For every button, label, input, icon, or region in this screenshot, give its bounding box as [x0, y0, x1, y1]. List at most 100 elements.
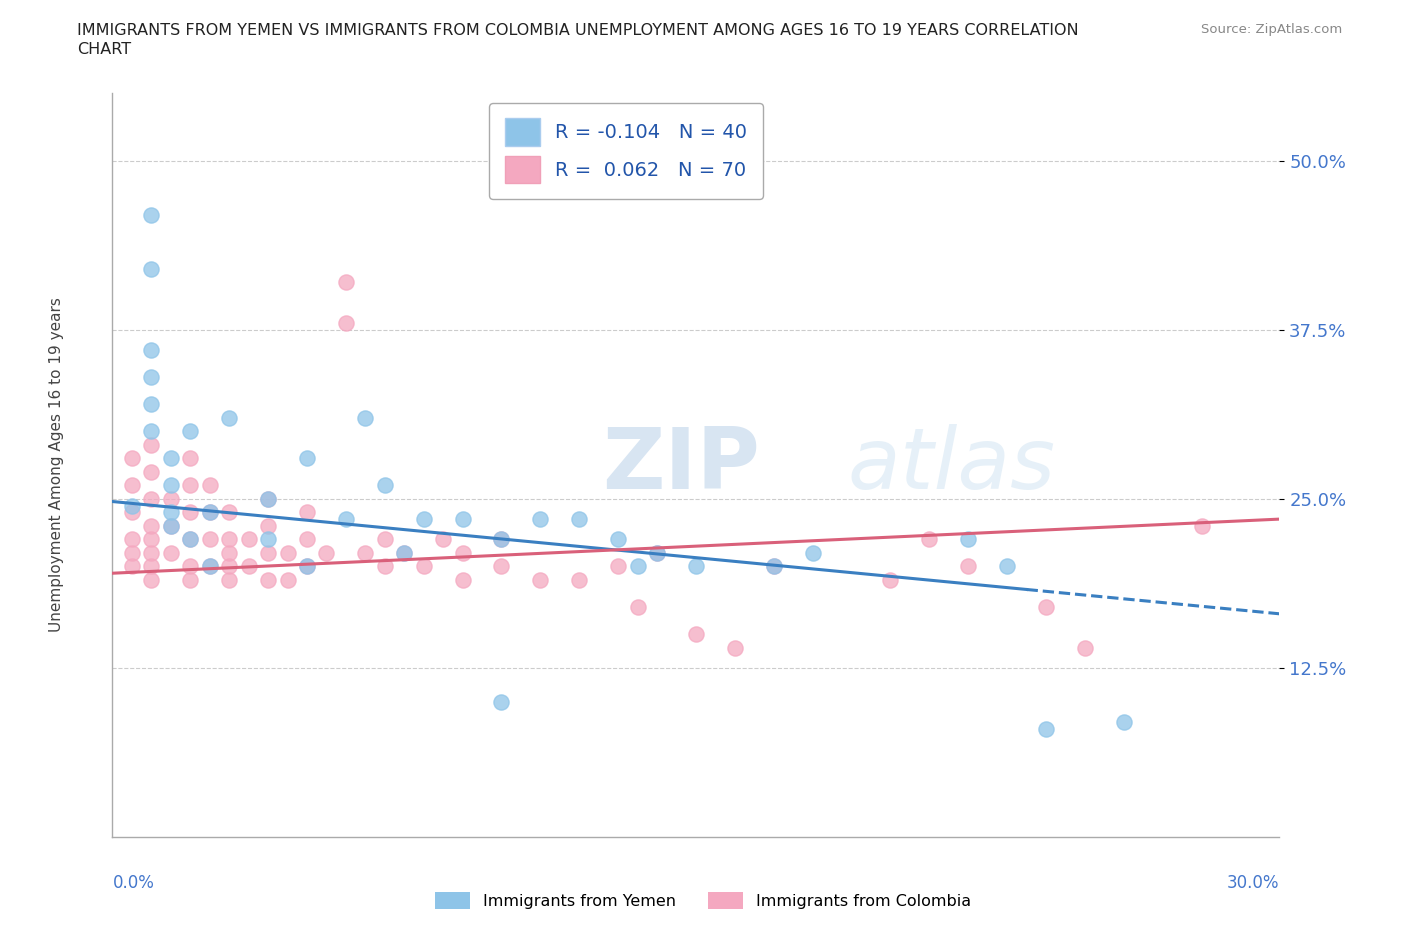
Point: [141, 342, 163, 357]
Point: [529, 573, 551, 588]
Point: [276, 546, 298, 561]
Point: [179, 424, 201, 439]
Point: [121, 498, 143, 513]
Point: [257, 546, 280, 561]
Point: [276, 573, 298, 588]
Point: [432, 532, 454, 547]
Point: [762, 559, 785, 574]
Text: CHART: CHART: [77, 42, 131, 57]
Point: [141, 464, 163, 479]
Text: Unemployment Among Ages 16 to 19 years: Unemployment Among Ages 16 to 19 years: [49, 298, 63, 632]
Point: [160, 505, 183, 520]
Point: [491, 559, 513, 574]
Point: [354, 546, 377, 561]
Point: [957, 532, 980, 547]
Point: [412, 512, 434, 526]
Point: [160, 546, 183, 561]
Point: [238, 559, 260, 574]
Point: [141, 207, 163, 222]
Point: [238, 532, 260, 547]
Text: ZIP: ZIP: [603, 423, 761, 507]
Point: [141, 532, 163, 547]
Text: Source: ZipAtlas.com: Source: ZipAtlas.com: [1202, 23, 1343, 36]
Point: [295, 559, 318, 574]
Point: [295, 451, 318, 466]
Point: [1112, 714, 1135, 729]
Point: [335, 512, 357, 526]
Point: [218, 505, 240, 520]
Point: [121, 451, 143, 466]
Point: [141, 559, 163, 574]
Point: [529, 512, 551, 526]
Point: [121, 559, 143, 574]
Point: [627, 559, 650, 574]
Point: [394, 546, 416, 561]
Point: [1035, 722, 1057, 737]
Legend: R = -0.104   N = 40, R =  0.062   N = 70: R = -0.104 N = 40, R = 0.062 N = 70: [489, 102, 763, 199]
Point: [335, 315, 357, 330]
Point: [179, 451, 201, 466]
Point: [295, 505, 318, 520]
Point: [179, 532, 201, 547]
Point: [879, 573, 901, 588]
Point: [645, 546, 668, 561]
Point: [568, 573, 591, 588]
Point: [198, 559, 221, 574]
Point: [160, 518, 183, 533]
Point: [141, 518, 163, 533]
Point: [295, 559, 318, 574]
Point: [257, 532, 280, 547]
Point: [374, 559, 396, 574]
Point: [257, 491, 280, 506]
Point: [451, 546, 474, 561]
Point: [121, 478, 143, 493]
Point: [354, 410, 377, 425]
Point: [451, 512, 474, 526]
Point: [257, 491, 280, 506]
Point: [198, 505, 221, 520]
Point: [724, 640, 747, 655]
Point: [179, 573, 201, 588]
Point: [374, 478, 396, 493]
Point: [607, 532, 630, 547]
Text: 30.0%: 30.0%: [1227, 874, 1279, 892]
Point: [374, 532, 396, 547]
Point: [218, 546, 240, 561]
Point: [218, 410, 240, 425]
Point: [257, 518, 280, 533]
Point: [141, 369, 163, 384]
Point: [295, 532, 318, 547]
Point: [335, 275, 357, 290]
Point: [160, 491, 183, 506]
Point: [179, 559, 201, 574]
Point: [995, 559, 1018, 574]
Point: [198, 478, 221, 493]
Point: [568, 512, 591, 526]
Point: [160, 478, 183, 493]
Text: atlas: atlas: [848, 423, 1056, 507]
Point: [121, 505, 143, 520]
Point: [1035, 600, 1057, 615]
Point: [218, 559, 240, 574]
Point: [141, 573, 163, 588]
Point: [394, 546, 416, 561]
Point: [160, 451, 183, 466]
Point: [645, 546, 668, 561]
Point: [451, 573, 474, 588]
Point: [1074, 640, 1097, 655]
Legend: Immigrants from Yemen, Immigrants from Colombia: Immigrants from Yemen, Immigrants from C…: [427, 884, 979, 917]
Point: [315, 546, 337, 561]
Point: [412, 559, 434, 574]
Point: [491, 532, 513, 547]
Point: [627, 600, 650, 615]
Point: [491, 532, 513, 547]
Point: [218, 532, 240, 547]
Point: [121, 532, 143, 547]
Point: [198, 532, 221, 547]
Point: [685, 627, 707, 642]
Point: [141, 424, 163, 439]
Point: [179, 532, 201, 547]
Point: [179, 505, 201, 520]
Point: [1191, 518, 1213, 533]
Point: [918, 532, 941, 547]
